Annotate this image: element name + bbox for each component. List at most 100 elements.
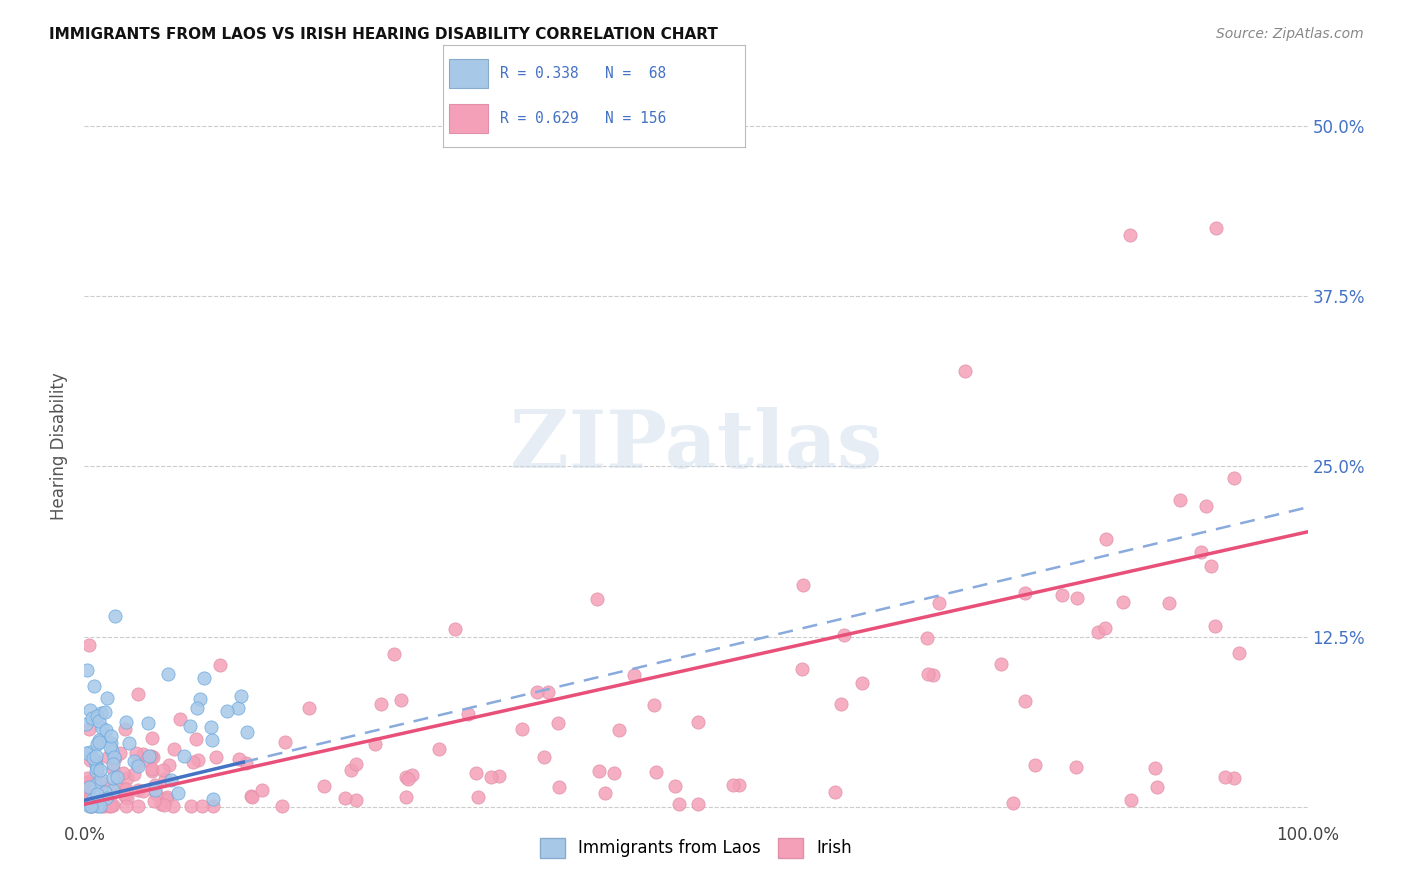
Point	[80, 773, 103, 788]
Point	[1014, 694, 1036, 708]
Point	[832, 627, 855, 641]
Point	[122, 767, 145, 781]
Point	[457, 707, 479, 722]
Point	[79, 703, 101, 717]
Point	[643, 698, 665, 712]
Point	[118, 736, 141, 750]
Point	[87, 733, 110, 747]
Text: Source: ZipAtlas.com: Source: ZipAtlas.com	[1216, 27, 1364, 41]
Point	[688, 797, 710, 811]
Point	[239, 789, 262, 804]
Point	[160, 773, 183, 788]
Point	[84, 778, 107, 792]
Point	[108, 747, 131, 761]
Point	[1204, 619, 1226, 633]
Point	[922, 667, 945, 681]
Point	[104, 609, 127, 624]
Point	[163, 742, 186, 756]
Point	[547, 716, 569, 731]
Point	[586, 592, 609, 607]
Point	[150, 797, 173, 811]
Point	[645, 765, 668, 780]
Point	[80, 796, 103, 810]
Point	[127, 798, 149, 813]
Point	[152, 798, 174, 813]
Point	[205, 750, 228, 764]
Point	[84, 764, 107, 778]
Point	[96, 790, 118, 805]
Point	[115, 771, 138, 785]
Point	[141, 749, 163, 764]
Point	[101, 798, 124, 813]
Point	[1094, 621, 1116, 635]
Point	[136, 716, 159, 731]
Point	[240, 790, 263, 805]
Point	[103, 750, 125, 764]
Point	[312, 779, 335, 793]
Point	[792, 662, 814, 676]
Point	[75, 716, 97, 731]
Point	[143, 783, 166, 797]
Point	[80, 798, 103, 813]
Point	[79, 753, 101, 767]
Point	[155, 792, 177, 806]
Point	[153, 772, 176, 787]
Point	[87, 734, 110, 748]
Point	[76, 663, 98, 677]
Point	[86, 761, 108, 775]
Point	[526, 685, 548, 699]
Bar	[449, 59, 488, 87]
Point	[1066, 591, 1088, 605]
Point	[217, 704, 239, 718]
Point	[80, 798, 103, 813]
Point	[188, 691, 211, 706]
Point	[723, 778, 745, 792]
Text: ZIPatlas: ZIPatlas	[510, 407, 882, 485]
Point	[235, 756, 257, 771]
Point	[112, 782, 135, 797]
Point	[479, 770, 502, 784]
Point	[603, 766, 626, 780]
Point	[141, 750, 163, 764]
Point	[1223, 771, 1246, 785]
Point	[1222, 471, 1244, 485]
Text: R = 0.338   N =  68: R = 0.338 N = 68	[501, 66, 666, 81]
Point	[1195, 499, 1218, 513]
Point	[1189, 545, 1212, 559]
Point	[86, 787, 108, 801]
Point	[114, 722, 136, 736]
Point	[547, 780, 569, 794]
Point	[96, 690, 118, 705]
Point	[173, 748, 195, 763]
Point	[1199, 559, 1222, 574]
Point	[917, 667, 939, 681]
Point	[1119, 227, 1142, 242]
Point	[364, 737, 387, 751]
Point	[104, 778, 127, 792]
Point	[156, 790, 179, 805]
Point	[588, 764, 610, 778]
Point	[82, 797, 104, 811]
Point	[928, 596, 950, 610]
Point	[1146, 780, 1168, 794]
Point	[141, 764, 163, 779]
Point	[162, 798, 184, 813]
Point	[90, 706, 112, 720]
Point	[179, 719, 201, 733]
Point	[193, 671, 215, 685]
Point	[89, 714, 111, 728]
Point	[152, 763, 174, 777]
Point	[127, 687, 149, 701]
Point	[1002, 796, 1025, 810]
Point	[1213, 770, 1236, 784]
Point	[98, 798, 121, 813]
Point	[89, 764, 111, 778]
Point	[664, 779, 686, 793]
Point	[86, 798, 108, 813]
Point	[77, 783, 100, 797]
Point	[1170, 492, 1192, 507]
Point	[1143, 761, 1166, 775]
Point	[100, 736, 122, 750]
Point	[467, 789, 489, 804]
Point	[1052, 588, 1074, 602]
